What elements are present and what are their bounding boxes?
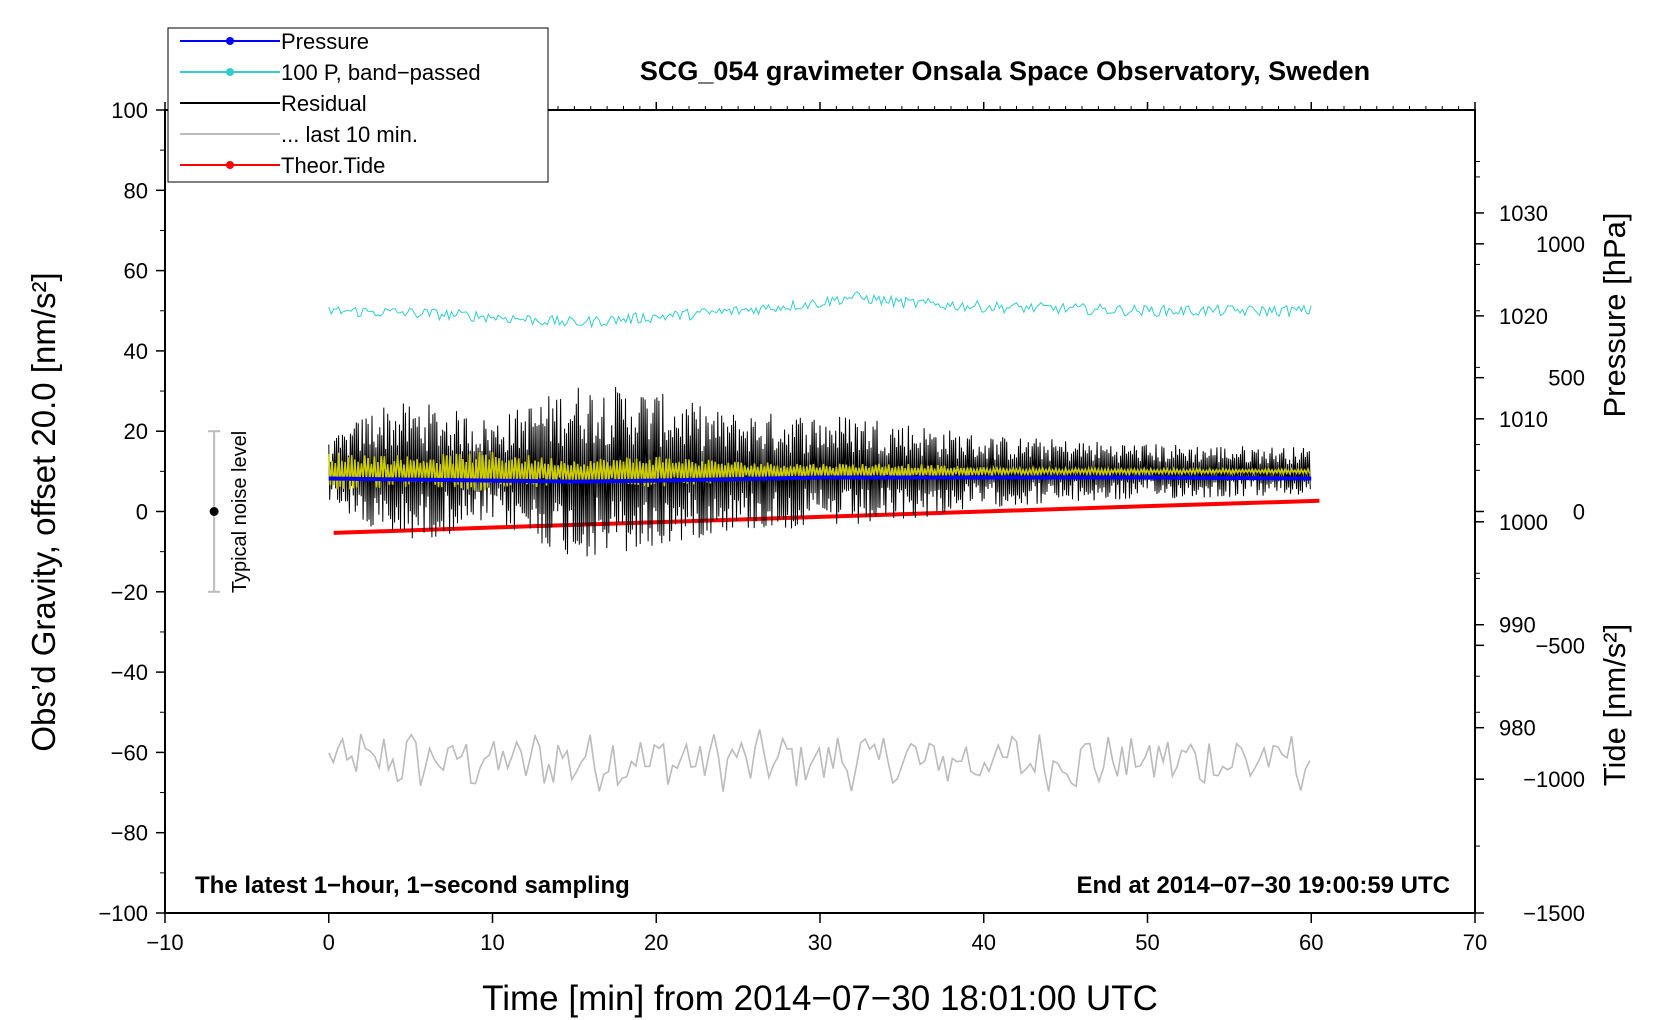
x-tick-label: 50	[1135, 930, 1159, 955]
annotation-end-time: End at 2014−07−30 19:00:59 UTC	[1076, 872, 1450, 899]
legend-label: Residual	[281, 91, 367, 116]
legend-marker	[226, 161, 234, 169]
y-tick-label: −60	[111, 740, 148, 765]
noise-bar	[208, 430, 221, 593]
y-axis-label-left: Obs’d Gravity, offset 20.0 [nm/s²]	[25, 272, 62, 751]
axis-ticks	[156, 102, 1484, 923]
x-tick-labels: −10 0 10 20 30 40 50 60 70	[146, 930, 1487, 955]
x-tick-label: 40	[972, 930, 996, 955]
x-axis-label: Time [min] from 2014−07−30 18:01:00 UTC	[482, 979, 1158, 1018]
legend-marker	[226, 37, 234, 45]
y-tick-label: 60	[124, 259, 148, 284]
tide-tick-label: 0	[1573, 500, 1585, 525]
x-tick-label: 20	[644, 930, 668, 955]
pressure-tick-label: 1020	[1499, 304, 1548, 329]
legend-marker	[226, 68, 234, 76]
series-residual	[328, 386, 1311, 557]
legend-label: 100 P, band−passed	[281, 60, 481, 85]
series-pressure	[328, 475, 1312, 484]
y-tick-label: 0	[136, 500, 148, 525]
y-axis-label-pressure: Pressure [hPa]	[1597, 212, 1632, 417]
y-tick-label: 100	[111, 98, 148, 123]
legend-box	[167, 27, 549, 183]
pressure-tick-labels: 1030 1020 1010 1000 990 980	[1499, 201, 1548, 741]
legend-label: ... last 10 min.	[281, 122, 418, 147]
tide-tick-labels: 1000 500 0 −500 −1000 −1500	[1523, 232, 1585, 926]
legend-label: Pressure	[281, 29, 369, 54]
y-tick-labels: 100 80 60 40 20 0 −20 −40 −60 −80 −100	[98, 98, 148, 926]
tide-tick-label: −1500	[1523, 901, 1585, 926]
x-tick-label: 70	[1463, 930, 1487, 955]
tide-tick-label: −1000	[1523, 767, 1585, 792]
annotation-sampling: The latest 1−hour, 1−second sampling	[195, 872, 630, 899]
legend: Pressure 100 P, band−passed Residual ... la…	[167, 27, 549, 183]
y-tick-label: 80	[124, 178, 148, 203]
y-tick-label: −100	[98, 901, 148, 926]
series-layer	[328, 291, 1320, 792]
pressure-tick-label: 980	[1499, 716, 1536, 741]
legend-label: Theor.Tide	[281, 153, 385, 178]
pressure-tick-label: 1000	[1499, 510, 1548, 535]
series-theor-tide	[333, 498, 1320, 535]
chart-title: SCG_054 gravimeter Onsala Space Observat…	[640, 56, 1370, 86]
series-residual-smoothed	[328, 451, 1311, 491]
y-tick-label: −40	[111, 660, 148, 685]
pressure-tick-label: 1030	[1499, 201, 1548, 226]
tide-tick-label: −500	[1535, 633, 1585, 658]
series-band-passed-pressure	[328, 291, 1312, 329]
y-tick-label: −20	[111, 580, 148, 605]
y-axis-label-tide: Tide [nm/s²]	[1597, 624, 1632, 787]
tide-tick-label: 1000	[1536, 232, 1585, 257]
x-tick-label: 0	[323, 930, 335, 955]
x-tick-label: 10	[480, 930, 504, 955]
y-tick-label: −80	[111, 821, 148, 846]
y-tick-label: 20	[124, 419, 148, 444]
x-tick-label: −10	[146, 930, 183, 955]
y-tick-label: 40	[124, 339, 148, 364]
tide-tick-label: 500	[1548, 366, 1585, 391]
x-tick-label: 30	[808, 930, 832, 955]
noise-bar-center-dot	[209, 507, 219, 516]
x-tick-label: 60	[1299, 930, 1323, 955]
series-last-10-min	[328, 729, 1311, 792]
pressure-tick-label: 1010	[1499, 407, 1548, 432]
plot-frame	[164, 109, 1476, 914]
noise-label: Typical noise level	[229, 431, 251, 593]
pressure-tick-label: 990	[1499, 613, 1536, 638]
